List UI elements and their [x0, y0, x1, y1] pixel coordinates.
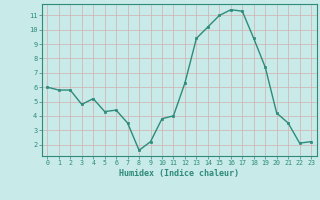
X-axis label: Humidex (Indice chaleur): Humidex (Indice chaleur)	[119, 169, 239, 178]
